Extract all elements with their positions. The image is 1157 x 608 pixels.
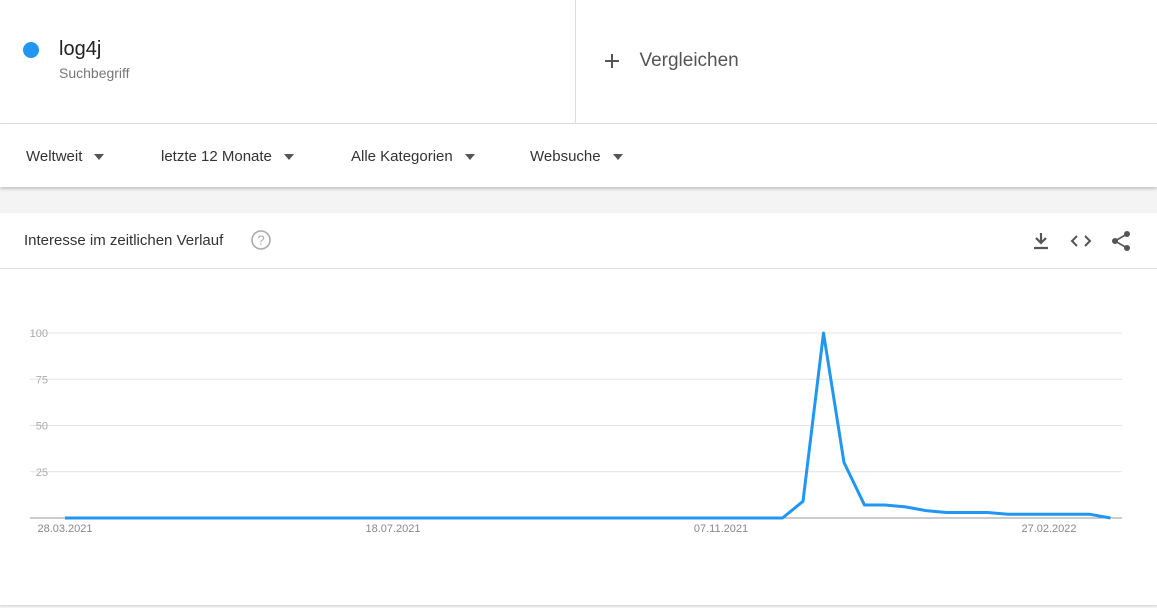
term-panel[interactable]: log4j Suchbegriff <box>0 0 576 123</box>
x-tick-label: 18.07.2021 <box>365 523 420 535</box>
filter-label: Alle Kategorien <box>351 148 453 165</box>
y-tick-label: 75 <box>36 374 48 386</box>
compare-button[interactable]: Vergleichen <box>603 50 739 74</box>
filter-label: letzte 12 Monate <box>161 148 272 165</box>
y-tick-label: 50 <box>36 421 48 433</box>
plus-icon <box>605 54 619 68</box>
svg-text:?: ? <box>257 233 264 248</box>
x-tick-label: 07.11.2021 <box>694 523 748 535</box>
y-tick-label: 100 <box>30 328 48 340</box>
card-title: Interesse im zeitlichen Verlauf <box>24 232 224 249</box>
term-sublabel: Suchbegriff <box>59 65 130 81</box>
embed-icon[interactable] <box>1070 231 1092 251</box>
header: log4j Suchbegriff Vergleichen <box>0 0 1157 124</box>
x-tick-label: 28.03.2021 <box>37 523 92 535</box>
series-line <box>65 331 1111 520</box>
filter-dropdown[interactable]: letzte 12 Monate <box>161 148 294 165</box>
dropdown-arrow <box>612 154 623 161</box>
filter-bar: Weltweit letzte 12 Monate Alle Kategorien W… <box>0 124 1157 187</box>
filter-label: Websuche <box>530 148 601 165</box>
filter-label: Weltweit <box>26 148 83 165</box>
filter-dropdown[interactable]: Weltweit <box>26 148 105 165</box>
dropdown-arrow <box>94 154 105 161</box>
compare-label: Vergleichen <box>639 50 739 71</box>
help-icon[interactable]: ? <box>250 229 272 251</box>
divider <box>0 268 1157 269</box>
dropdown-arrow <box>283 154 294 161</box>
filter-dropdown[interactable]: Alle Kategorien <box>351 148 475 165</box>
chart: 25 50 75 100 28.03.2021 18.07.2021 07.11.2021 2… <box>30 328 1122 535</box>
download-icon[interactable] <box>1031 231 1051 251</box>
chart-card: Interesse im zeitlichen Verlauf ? <box>0 213 1157 605</box>
term-label: log4j <box>59 38 102 60</box>
series-dot <box>23 42 39 58</box>
dropdown-arrow <box>464 154 475 161</box>
x-tick-label: 27.02.2022 <box>1021 523 1076 535</box>
share-icon[interactable] <box>1110 230 1132 252</box>
y-tick-label: 25 <box>36 467 48 479</box>
filter-dropdown[interactable]: Websuche <box>530 148 623 165</box>
